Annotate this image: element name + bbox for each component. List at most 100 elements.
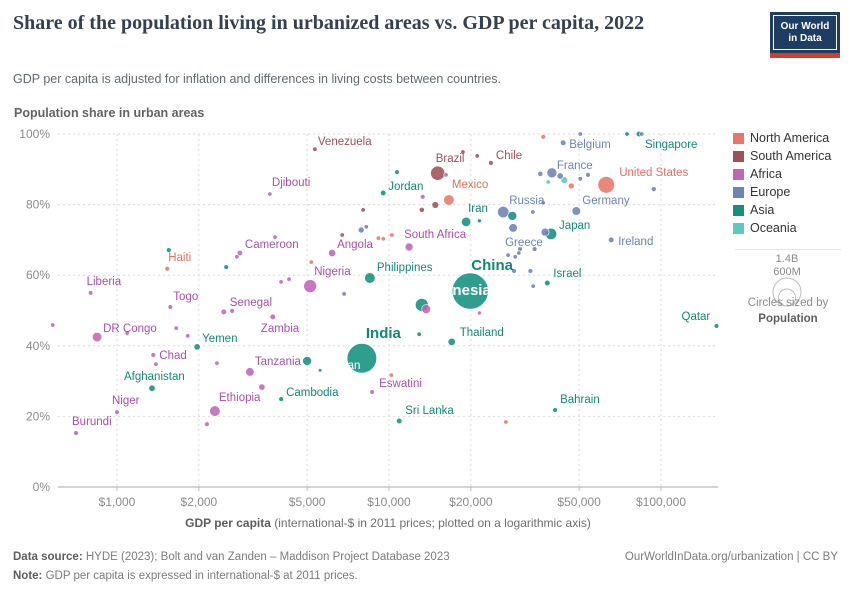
point-nigeria[interactable] [303, 278, 318, 294]
data-point[interactable] [363, 224, 369, 230]
data-point[interactable] [166, 247, 172, 253]
data-point[interactable] [624, 131, 630, 137]
data-point[interactable] [531, 246, 538, 252]
data-point[interactable] [511, 268, 517, 274]
data-point[interactable] [505, 252, 511, 258]
point-afghanistan[interactable] [148, 384, 156, 392]
point-brazil[interactable] [429, 165, 446, 181]
point-belgium[interactable] [560, 139, 567, 146]
point-haiti[interactable] [164, 266, 170, 272]
data-point[interactable] [639, 131, 645, 137]
data-point[interactable] [229, 308, 235, 314]
data-point[interactable] [173, 325, 179, 331]
data-point[interactable] [577, 131, 583, 137]
data-point[interactable] [527, 268, 534, 274]
data-point[interactable] [318, 368, 323, 373]
point-chad[interactable] [150, 352, 157, 358]
point-qatar[interactable] [713, 323, 720, 329]
data-point[interactable] [360, 207, 366, 213]
data-point[interactable] [416, 331, 422, 337]
data-point[interactable] [420, 194, 426, 200]
point-burundi[interactable] [73, 430, 79, 436]
point-tanzania[interactable] [245, 367, 255, 377]
legend-item-south-america[interactable]: South America [733, 147, 845, 165]
point-united-states[interactable] [597, 175, 616, 194]
data-point[interactable] [394, 169, 400, 175]
data-point[interactable] [286, 276, 292, 282]
data-point[interactable] [380, 236, 386, 242]
point-israel[interactable] [544, 279, 551, 287]
data-point[interactable] [389, 232, 395, 238]
data-point[interactable] [431, 201, 439, 209]
data-point[interactable] [540, 134, 546, 140]
data-point[interactable] [530, 283, 536, 289]
data-point[interactable] [650, 186, 657, 192]
data-point[interactable] [507, 211, 518, 221]
data-point[interactable] [204, 421, 210, 427]
data-point[interactable] [278, 279, 284, 285]
data-point[interactable] [50, 322, 56, 328]
footer-link[interactable]: OurWorldInData.org/urbanization | CC BY [624, 551, 838, 563]
point-niger[interactable] [114, 409, 120, 415]
point-djibouti[interactable] [267, 191, 273, 197]
data-point[interactable] [388, 372, 394, 378]
point-zambia[interactable] [269, 313, 276, 321]
point-greece[interactable] [508, 223, 518, 233]
point-venezuela[interactable] [312, 146, 318, 152]
point-cameroon[interactable] [236, 250, 243, 257]
point-india[interactable] [346, 342, 378, 374]
point-sri-lanka[interactable] [396, 417, 403, 425]
data-point[interactable] [477, 218, 482, 224]
point-chile[interactable] [488, 160, 494, 166]
data-point[interactable] [540, 227, 550, 237]
data-point[interactable] [258, 383, 266, 391]
data-point[interactable] [474, 153, 480, 159]
data-point[interactable] [443, 172, 449, 178]
data-point[interactable] [460, 149, 466, 155]
data-point[interactable] [530, 209, 536, 215]
point-liberia[interactable] [87, 290, 94, 296]
data-point[interactable] [421, 304, 432, 314]
data-point[interactable] [418, 206, 425, 213]
point-eswatini[interactable] [369, 389, 375, 395]
data-point[interactable] [503, 419, 509, 425]
data-point[interactable] [577, 176, 583, 182]
legend-item-europe[interactable]: Europe [733, 183, 845, 201]
point-iran[interactable] [461, 216, 472, 227]
legend-item-north-america[interactable]: North America [733, 129, 845, 147]
point-bahrain[interactable] [552, 407, 558, 413]
data-point[interactable] [375, 235, 381, 241]
data-point[interactable] [357, 226, 365, 234]
point-south-africa[interactable] [404, 242, 414, 252]
point-ireland[interactable] [608, 236, 615, 243]
data-point[interactable] [223, 264, 229, 270]
point-ethiopia[interactable] [209, 405, 221, 417]
point-tajikistan[interactable] [302, 356, 312, 366]
data-point[interactable] [341, 291, 347, 297]
point-philippines[interactable] [364, 272, 376, 284]
legend-item-africa[interactable]: Africa [733, 165, 845, 183]
point-cambodia[interactable] [278, 396, 284, 402]
data-point[interactable] [124, 330, 130, 336]
data-point[interactable] [234, 254, 240, 260]
data-point[interactable] [153, 361, 159, 367]
point-dr-congo[interactable] [92, 331, 103, 342]
point-mexico[interactable] [443, 194, 455, 206]
data-point[interactable] [185, 333, 191, 339]
data-point[interactable] [516, 250, 522, 256]
point-yemen[interactable] [193, 343, 201, 351]
data-point[interactable] [567, 182, 575, 190]
data-point[interactable] [272, 234, 278, 240]
data-point[interactable] [477, 310, 482, 316]
point-thailand[interactable] [447, 337, 456, 346]
point-togo[interactable] [167, 304, 173, 310]
data-point[interactable] [308, 259, 314, 265]
data-point[interactable] [556, 172, 564, 180]
point-angola[interactable] [328, 249, 337, 258]
data-point[interactable] [585, 172, 591, 178]
legend-item-oceania[interactable]: Oceania [733, 219, 845, 237]
point-france[interactable] [546, 167, 558, 179]
data-point[interactable] [540, 200, 546, 206]
point-germany[interactable] [571, 206, 581, 216]
data-point[interactable] [214, 360, 220, 366]
